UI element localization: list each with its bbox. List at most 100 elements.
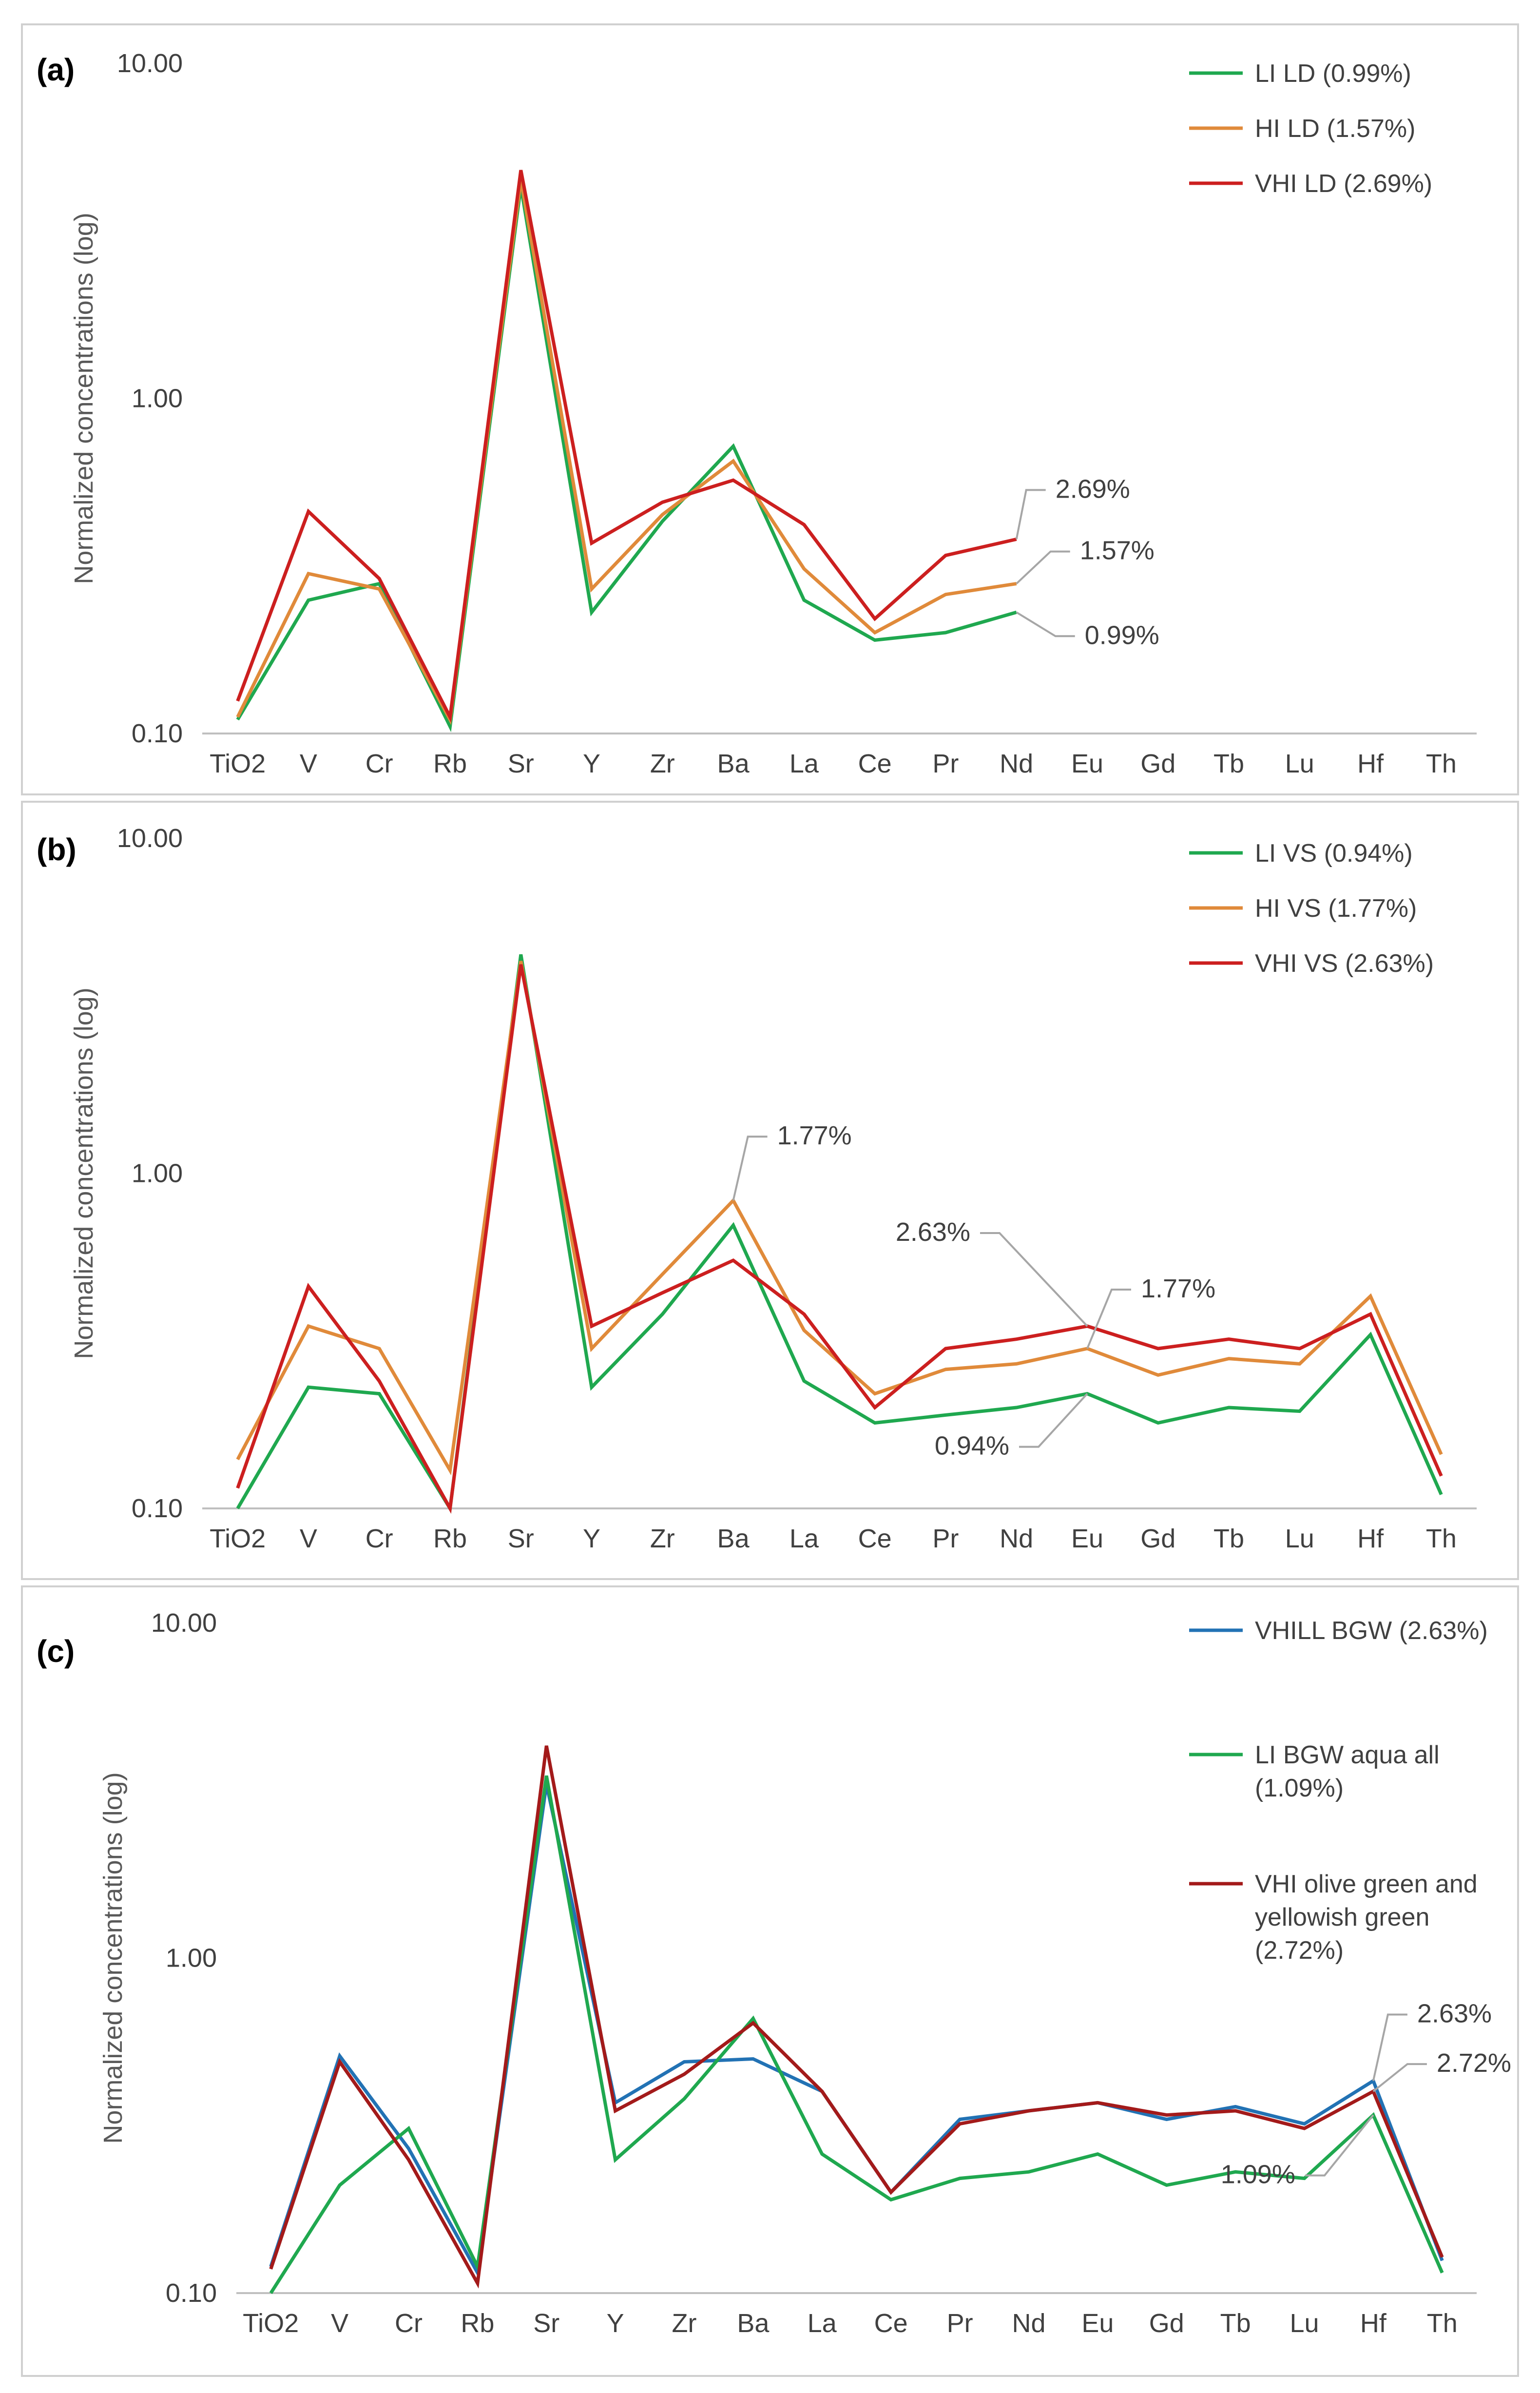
x-tick-label: Ba [737, 2309, 770, 2338]
annotation-label: 1.77% [1141, 1274, 1215, 1303]
annotation-leader [732, 1136, 768, 1201]
x-tick-label: Nd [1012, 2309, 1045, 2338]
x-tick-label: Lu [1290, 2309, 1319, 2338]
x-tick-label: Ba [717, 749, 750, 778]
x-tick-label: Y [607, 2309, 624, 2338]
y-tick-label: 1.00 [132, 1159, 183, 1188]
x-tick-label: Lu [1285, 749, 1314, 778]
y-tick-label: 1.00 [166, 1944, 217, 1973]
x-tick-label: Zr [672, 2309, 697, 2338]
x-tick-label: Hf [1357, 1524, 1384, 1553]
x-tick-label: Gd [1149, 2309, 1184, 2338]
series-line-3 [236, 964, 1443, 1514]
x-tick-label: Th [1426, 1524, 1457, 1553]
x-tick-label: Rb [433, 1524, 467, 1553]
x-tick-label: Nd [1000, 749, 1033, 778]
x-tick-label: Eu [1071, 749, 1103, 778]
y-tick-label: 10.00 [117, 49, 183, 78]
x-tick-label: Pr [947, 2309, 973, 2338]
annotation-label: 2.69% [1056, 474, 1130, 503]
x-tick-label: Rb [433, 749, 467, 778]
panel-border [21, 23, 1519, 795]
x-tick-label: Eu [1081, 2309, 1114, 2338]
x-tick-label: V [331, 2309, 348, 2338]
legend-entry: LI LD (0.99%) [1255, 59, 1411, 88]
x-tick-label: Ce [858, 749, 892, 778]
x-tick-label: Cr [366, 1524, 393, 1553]
x-tick-label: TiO2 [210, 749, 266, 778]
x-tick-label: Sr [508, 1524, 534, 1553]
series-line-1 [236, 954, 1443, 1514]
y-tick-label: 10.00 [117, 824, 183, 853]
annotation-leader [1086, 1289, 1131, 1349]
legend-entry: VHI olive green and yellowish green (2.72%… [1255, 1870, 1478, 1965]
annotation-leader [1372, 2013, 1407, 2081]
legend-entry: VHILL BGW (2.63%) [1255, 1617, 1488, 1645]
legend-entry: LI VS (0.94%) [1255, 839, 1413, 868]
x-tick-label: Gd [1140, 749, 1175, 778]
annotation-leader [1305, 2114, 1374, 2177]
x-tick-label: Ba [717, 1524, 750, 1553]
y-tick-label: 0.10 [166, 2278, 217, 2308]
x-tick-label: Rb [461, 2309, 494, 2338]
chart-panel-1: (a) Normalized concentrations (log) 0.10 1.… [21, 23, 1519, 795]
x-tick-label: Zr [650, 749, 675, 778]
annotation-label: 1.57% [1080, 536, 1155, 565]
x-tick-label: Tb [1220, 2309, 1251, 2338]
legend-entry: VHI VS (2.63%) [1255, 949, 1434, 978]
panel-label: (c) [37, 1634, 75, 1669]
x-tick-label: Sr [508, 749, 534, 778]
x-tick-label: Pr [932, 1524, 959, 1553]
x-tick-label: Cr [366, 749, 393, 778]
series-line-3 [236, 170, 1017, 723]
annotation-leader [980, 1232, 1088, 1327]
y-axis-title: Normalized concentrations (log) [69, 212, 98, 584]
annotation-leader [1016, 550, 1070, 585]
x-tick-label: La [808, 2309, 837, 2338]
x-tick-label: Th [1426, 749, 1457, 778]
annotation-label: 0.94% [935, 1431, 1009, 1461]
x-tick-label: TiO2 [243, 2309, 299, 2338]
x-tick-label: Cr [395, 2309, 423, 2338]
annotation-label: 1.77% [777, 1121, 852, 1150]
y-tick-label: 1.00 [132, 384, 183, 413]
legend-entry: HI VS (1.77%) [1255, 894, 1417, 923]
panel-border [21, 1585, 1519, 2377]
annotation-label: 2.63% [1417, 1999, 1492, 2028]
x-tick-label: Lu [1285, 1524, 1314, 1553]
x-tick-label: Zr [650, 1524, 675, 1553]
x-tick-label: V [300, 749, 317, 778]
chart-panel-3: (c) Normalized concentrations (log) 0.10 1.… [21, 1585, 1519, 2377]
y-axis-title: Normalized concentrations (log) [69, 987, 98, 1359]
x-tick-label: Th [1427, 2309, 1458, 2338]
x-tick-label: V [300, 1524, 317, 1553]
series-line-2 [236, 961, 1443, 1476]
annotation-label: 2.63% [896, 1217, 970, 1247]
x-tick-label: La [789, 1524, 819, 1553]
panel-border [21, 801, 1519, 1580]
x-tick-label: Gd [1140, 1524, 1175, 1553]
legend-entry: LI BGW aqua all (1.09%) [1255, 1741, 1440, 1802]
x-tick-label: Hf [1357, 749, 1384, 778]
series-line-2 [236, 179, 1017, 725]
series-line-3 [269, 1745, 1444, 2289]
y-tick-label: 0.10 [132, 1494, 183, 1523]
x-tick-label: Ce [874, 2309, 908, 2338]
x-tick-label: Y [583, 749, 600, 778]
annotation-label: 1.09% [1221, 2160, 1295, 2189]
annotation-leader [1019, 1393, 1088, 1448]
x-tick-label: Pr [932, 749, 959, 778]
x-tick-label: Tb [1213, 749, 1244, 778]
panel-label: (b) [37, 832, 77, 867]
annotation-leader [1016, 611, 1075, 637]
series-line-2 [269, 1775, 1444, 2294]
series-line-1 [269, 1784, 1444, 2278]
series-line-1 [236, 186, 1017, 733]
panel-label: (a) [37, 52, 75, 87]
x-tick-label: Ce [858, 1524, 892, 1553]
x-tick-label: Tb [1213, 1524, 1244, 1553]
x-tick-label: Nd [1000, 1524, 1033, 1553]
x-tick-label: Eu [1071, 1524, 1103, 1553]
annotation-leader [1372, 2063, 1427, 2092]
